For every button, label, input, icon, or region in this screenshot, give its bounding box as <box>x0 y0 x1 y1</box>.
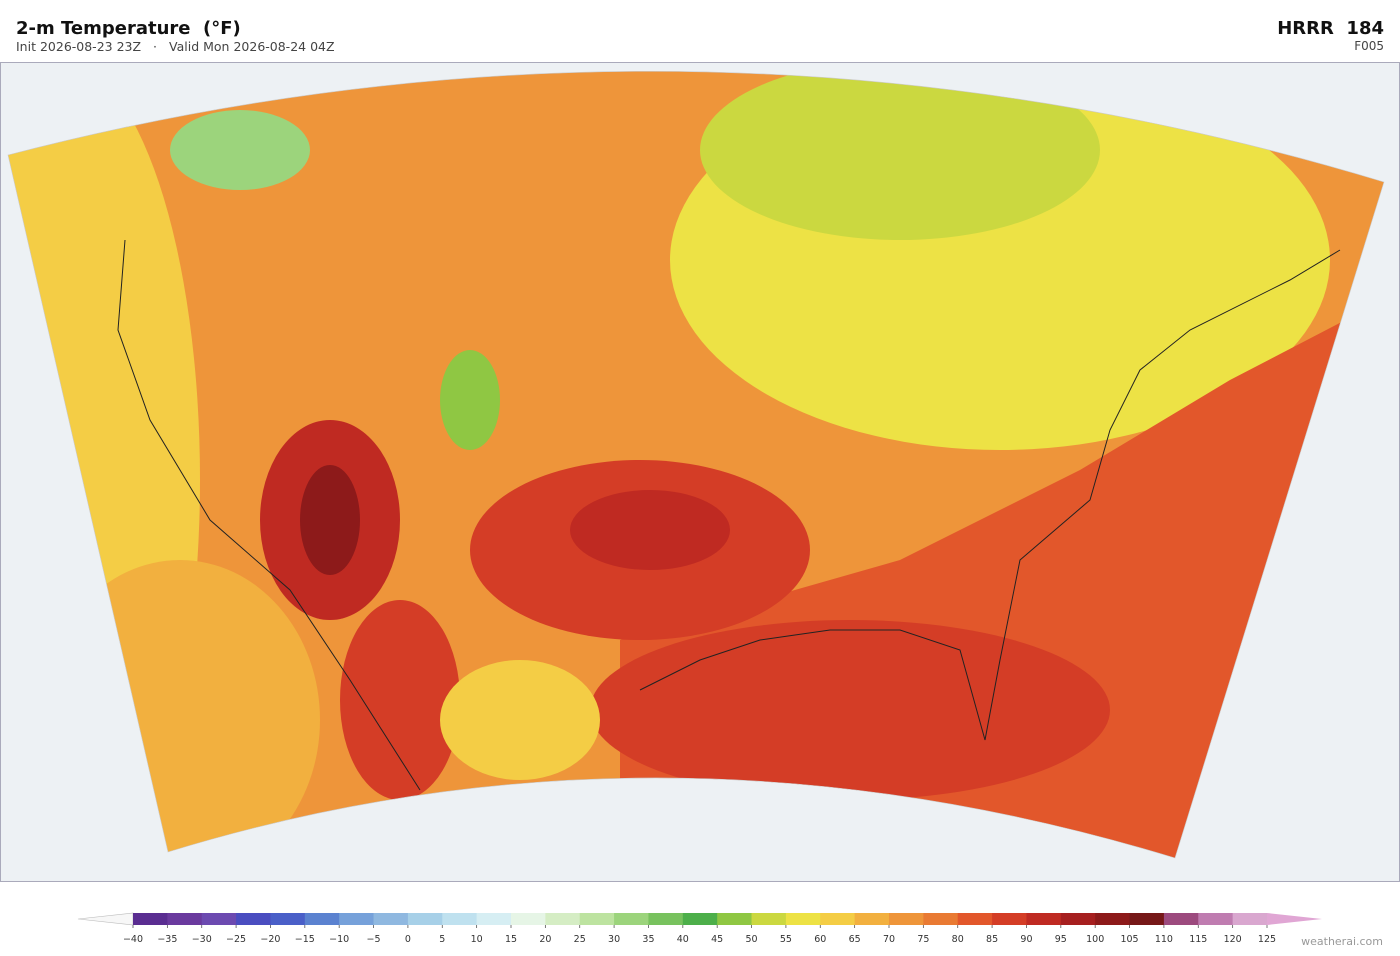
colorbar-tick-label: 105 <box>1120 934 1138 945</box>
colorbar-tick-label: 85 <box>986 934 998 945</box>
colorbar-tick-label: 65 <box>849 934 861 945</box>
colorbar-tick-label: 70 <box>883 934 895 945</box>
coastline <box>117 239 1341 791</box>
colorbar-tick-label: 5 <box>439 934 445 945</box>
colorbar-tick-label: 25 <box>574 934 586 945</box>
colorbar-segment <box>717 913 752 925</box>
colorbar-tick-label: 10 <box>471 934 483 945</box>
colorbar-segment <box>1163 913 1199 925</box>
colorbar-tick-label: 125 <box>1258 934 1276 945</box>
colorbar-segment <box>889 913 924 925</box>
colorbar-tick-label: 120 <box>1224 934 1242 945</box>
colorbar-tick-label: −10 <box>329 934 349 945</box>
colorbar-tick-label: 0 <box>405 934 411 945</box>
colorbar-segment <box>1129 913 1165 925</box>
colorbar-tick-label: 30 <box>608 934 620 945</box>
colorbar-tick-label: −35 <box>157 934 177 945</box>
colorbar-tick-label: −15 <box>295 934 315 945</box>
colorbar-tick-label: 90 <box>1020 934 1032 945</box>
colorbar-tick-label: 45 <box>711 934 723 945</box>
colorbar-segment <box>854 913 890 925</box>
colorbar-segment <box>820 913 856 925</box>
colorbar-segment <box>373 913 409 925</box>
colorbar-segment <box>442 913 478 925</box>
colorbar-segment <box>167 913 203 925</box>
colorbar-segment <box>1095 913 1130 925</box>
colorbar-tick-label: 60 <box>814 934 826 945</box>
colorbar-tick-label: 115 <box>1189 934 1207 945</box>
colorbar-tick-label: −40 <box>123 934 143 945</box>
colorbar-tick-label: 75 <box>917 934 929 945</box>
colorbar-tick-label: 55 <box>780 934 792 945</box>
colorbar-segment <box>614 913 649 925</box>
colorbar-over <box>1267 913 1322 925</box>
colorbar-segment <box>407 913 443 925</box>
colorbar-segment <box>1060 913 1096 925</box>
colorbar-segment <box>339 913 374 925</box>
colorbar-segment <box>476 913 512 925</box>
field-region <box>440 660 600 780</box>
colorbar-segment <box>579 913 615 925</box>
colorbar-segment <box>133 913 168 925</box>
field-region <box>700 71 1100 240</box>
colorbar-segment <box>1198 913 1234 925</box>
colorbar-segment <box>648 913 684 925</box>
temperature-field <box>8 71 1384 859</box>
colorbar-tick-label: −5 <box>367 934 381 945</box>
colorbar-segment <box>923 913 959 925</box>
colorbar-tick-label: 35 <box>642 934 654 945</box>
colorbar-tick-label: 95 <box>1055 934 1067 945</box>
field-region <box>570 490 730 570</box>
colorbar-segment <box>957 913 993 925</box>
colorbar-segment <box>1026 913 1062 925</box>
colorbar-tick-label: 100 <box>1086 934 1104 945</box>
credit: weatherai.com <box>1301 935 1383 948</box>
colorbar-tick-label: −30 <box>192 934 212 945</box>
colorbar-tick-label: 110 <box>1155 934 1173 945</box>
domain-edge <box>7 71 1385 859</box>
separator: · <box>153 39 157 54</box>
init-time: Init 2026-08-23 23Z <box>16 39 141 54</box>
colorbar-tick-label: 15 <box>505 934 517 945</box>
colorbar-segment <box>236 913 271 925</box>
field-region <box>300 465 360 575</box>
colorbar-tick-label: 80 <box>952 934 964 945</box>
field-region <box>170 110 310 190</box>
colorbar-segment <box>304 913 340 925</box>
colorbar-segment <box>682 913 718 925</box>
field-region <box>340 600 460 800</box>
subtitle: Init 2026-08-23 23Z · Valid Mon 2026-08-24… <box>16 39 335 54</box>
field-region <box>590 620 1110 800</box>
colorbar-tick-label: 40 <box>677 934 689 945</box>
colorbar-tick-label: −25 <box>226 934 246 945</box>
colorbar-segment <box>751 913 787 925</box>
colorbar-segment <box>545 913 581 925</box>
valid-time: Valid Mon 2026-08-24 04Z <box>169 39 335 54</box>
colorbar-under <box>77 912 134 926</box>
colorbar-tick-label: 50 <box>745 934 757 945</box>
colorbar-segment <box>270 913 306 925</box>
field-region <box>440 350 500 450</box>
colorbar-tick-label: 20 <box>539 934 551 945</box>
colorbar-tick-label: −20 <box>260 934 280 945</box>
colorbar-segment <box>1232 913 1268 925</box>
title: 2-m Temperature (°F) <box>16 18 241 39</box>
model-name: HRRR 184 <box>1277 18 1384 39</box>
colorbar-segment <box>201 913 237 925</box>
colorbar-segment <box>992 913 1027 925</box>
colorbar-segment <box>511 913 546 925</box>
colorbar-segment <box>785 913 821 925</box>
forecast-hour: F005 <box>1354 39 1384 53</box>
colorbar: −40 −35 −30 −25 −20 −15 −10 −5 0 5 10 15 20 25 30 35 40 4… <box>77 912 1322 945</box>
